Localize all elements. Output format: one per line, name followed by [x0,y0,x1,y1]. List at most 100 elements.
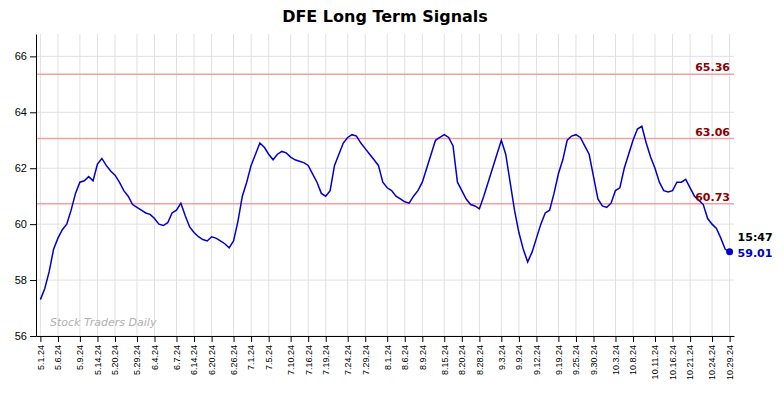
reference-label: 65.36 [695,61,730,74]
x-tick: 8.20.24 [457,336,467,375]
x-tick-mark [234,336,235,342]
x-tick: 10.24.24 [707,336,717,380]
x-tick-label: 5.6.24 [53,345,63,370]
y-tick: 62 [15,162,36,174]
x-grid-line [233,34,234,336]
reference-line [36,138,734,140]
x-tick-mark [308,336,309,342]
x-tick: 5.14.24 [93,336,103,375]
x-tick: 8.1.24 [383,336,393,370]
x-tick: 9.25.24 [571,336,581,375]
x-grid-line [211,34,212,336]
x-tick: 7.10.24 [286,336,296,375]
x-grid-line [479,34,480,336]
x-grid-line [176,34,177,336]
x-tick-mark [501,336,502,342]
x-grid-line [615,34,616,336]
x-grid-line [365,34,366,336]
x-tick-label: 8.9.24 [418,345,428,370]
x-grid-line [654,34,655,336]
x-grid-line [57,34,58,336]
x-tick-label: 6.14.24 [189,345,199,375]
y-tick-mark [30,280,36,281]
x-tick: 5.29.24 [132,336,142,375]
x-tick: 8.28.24 [475,336,485,375]
x-tick-mark [291,336,292,342]
x-tick-mark [479,336,480,342]
x-tick-mark [462,336,463,342]
x-tick-mark [176,336,177,342]
x-tick-label: 10.8.24 [628,345,638,375]
x-tick-label: 10.21.24 [685,345,695,380]
reference-line [36,203,734,205]
y-grid-line [36,280,734,281]
x-grid-line [593,34,594,336]
x-tick-mark [194,336,195,342]
y-grid-line [36,168,734,169]
x-tick-mark [269,336,270,342]
x-tick: 10.8.24 [628,336,638,375]
x-tick-label: 10.29.24 [725,345,735,380]
x-grid-line [290,34,291,336]
x-tick: 9.30.24 [589,336,599,375]
x-tick-label: 7.1.24 [246,345,256,370]
x-tick: 5.6.24 [53,336,63,370]
x-tick-mark [712,336,713,342]
y-tick-mark [30,112,36,113]
x-tick-mark [251,336,252,342]
y-tick: 60 [15,218,36,230]
x-tick: 6.20.24 [207,336,217,375]
x-tick-label: 7.29.24 [361,345,371,375]
x-tick-label: 9.30.24 [589,345,599,375]
x-tick-label: 10.11.24 [650,345,660,379]
y-tick: 58 [15,274,36,286]
y-tick-mark [30,168,36,169]
y-grid-line [36,336,734,337]
x-tick-label: 7.19.24 [321,345,331,375]
x-grid-line [633,34,634,336]
y-tick-label: 58 [15,274,27,286]
reference-label: 63.06 [695,126,730,139]
last-point [726,248,733,255]
x-tick: 7.16.24 [304,336,314,375]
x-tick-label: 10.3.24 [611,345,621,375]
x-tick-mark [40,336,41,342]
y-tick-label: 60 [15,218,27,230]
x-tick-mark [536,336,537,342]
x-tick-mark [326,336,327,342]
x-grid-line [97,34,98,336]
x-tick-label: 8.1.24 [383,345,393,370]
x-tick-mark [422,336,423,342]
x-grid-line [575,34,576,336]
x-tick-mark [519,336,520,342]
x-tick-label: 10.24.24 [707,345,717,380]
x-tick: 6.14.24 [189,336,199,375]
x-tick-label: 9.19.24 [554,345,564,375]
x-tick: 10.11.24 [650,336,660,379]
x-grid-line [115,34,116,336]
x-tick-label: 5.14.24 [93,345,103,375]
chart: DFE Long Term Signals5658606264665.1.245… [0,0,784,398]
x-tick: 7.24.24 [343,336,353,375]
y-tick-mark [30,56,36,57]
x-tick: 7.19.24 [321,336,331,375]
x-tick-label: 7.10.24 [286,345,296,375]
x-tick-label: 9.9.24 [514,345,524,370]
y-tick: 56 [15,330,36,342]
x-grid-line [518,34,519,336]
x-tick: 9.9.24 [514,336,524,370]
x-tick-label: 5.1.24 [36,345,46,370]
x-grid-line [387,34,388,336]
x-tick-mark [633,336,634,342]
x-tick-label: 5.29.24 [132,345,142,375]
x-tick-mark [387,336,388,342]
x-tick-label: 9.3.24 [497,345,507,370]
x-grid-line [422,34,423,336]
x-tick: 6.7.24 [172,336,182,370]
x-tick-mark [365,336,366,342]
x-tick-label: 6.20.24 [207,345,217,375]
x-grid-line [558,34,559,336]
x-grid-line [729,34,730,336]
y-grid-line [36,224,734,225]
x-grid-line [690,34,691,336]
